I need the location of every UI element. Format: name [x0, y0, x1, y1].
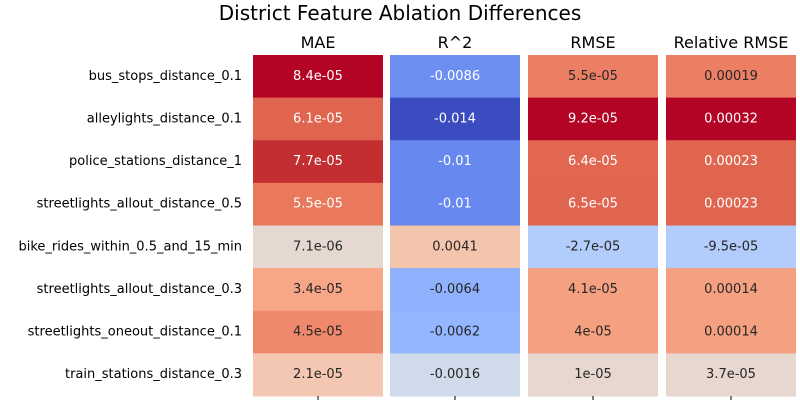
heatmap-cell	[253, 353, 383, 397]
cell-value-label: 6.4e-05	[568, 154, 618, 169]
heatmap-cell	[666, 55, 796, 99]
heatmap-cell	[528, 310, 658, 354]
cell-value-label: 8.4e-05	[293, 69, 343, 84]
cell-value-label: -0.01	[438, 197, 472, 212]
cell-value-label: 0.00019	[704, 69, 758, 84]
cell-value-label: 0.00023	[704, 154, 758, 169]
heatmap-cell	[528, 268, 658, 312]
heatmap-cell	[253, 55, 383, 99]
heatmap-cell	[253, 268, 383, 312]
heatmap-cell	[528, 225, 658, 269]
heatmap-cell	[253, 310, 383, 354]
cell-value-label: 4e-05	[574, 325, 612, 340]
column-label: R^2	[438, 33, 473, 52]
heatmap-cell	[253, 182, 383, 226]
cell-value-label: 7.1e-06	[293, 239, 343, 254]
column-label: MAE	[301, 33, 336, 52]
column-label: Relative RMSE	[674, 33, 789, 52]
cell-value-label: 3.4e-05	[293, 282, 343, 297]
cell-value-label: 0.00014	[704, 325, 758, 340]
cell-value-label: -0.014	[434, 111, 476, 126]
column-label: RMSE	[570, 33, 615, 52]
heatmap-cell	[528, 55, 658, 99]
heatmap-cell	[528, 353, 658, 397]
column-labels: MAE R^2 RMSE Relative RMSE	[301, 33, 789, 52]
cell-value-label: 6.1e-05	[293, 111, 343, 126]
chart-title: District Feature Ablation Differences	[219, 1, 582, 25]
cell-value-label: 4.5e-05	[293, 325, 343, 340]
axis-ticks	[317, 396, 732, 400]
cell-value-label: 4.1e-05	[568, 282, 618, 297]
heatmap-cell	[666, 310, 796, 354]
row-label: streetlights_allout_distance_0.5	[37, 197, 242, 212]
heatmap-cell	[390, 225, 520, 269]
heatmap-cell	[666, 97, 796, 141]
heatmap-cell	[390, 140, 520, 184]
cell-value-label: -0.0086	[430, 69, 480, 84]
cell-value-label: 0.00023	[704, 197, 758, 212]
heatmap-cell	[253, 225, 383, 269]
row-label: alleylights_distance_0.1	[87, 111, 242, 126]
row-label: train_stations_distance_0.3	[65, 367, 242, 382]
heatmap-cell	[528, 97, 658, 141]
cell-value-label: -2.7e-05	[566, 239, 621, 254]
heatmap-cell	[390, 310, 520, 354]
cell-value-label: -0.01	[438, 154, 472, 169]
cell-value-label: 0.00032	[704, 111, 758, 126]
heatmap-cell	[390, 55, 520, 99]
cell-value-label: -0.0016	[430, 367, 480, 382]
row-label: police_stations_distance_1	[69, 154, 242, 169]
cell-value-label: 9.2e-05	[568, 111, 618, 126]
heatmap-cell	[528, 140, 658, 184]
heatmap-cell	[666, 182, 796, 226]
row-labels: bus_stops_distance_0.1 alleylights_distan…	[18, 69, 242, 382]
cell-value-label: -9.5e-05	[704, 239, 759, 254]
heatmap-cell	[390, 97, 520, 141]
heatmap-cell	[666, 268, 796, 312]
cell-value-label: 0.00014	[704, 282, 758, 297]
heatmap-cells: 8.4e-05 6.1e-05 7.7e-05 5.5e-05 7.1e-06 3.4e-…	[253, 55, 796, 397]
heatmap-cell	[666, 140, 796, 184]
cell-value-label: -0.0062	[430, 325, 480, 340]
cell-value-label: 1e-05	[574, 367, 612, 382]
row-label: streetlights_allout_distance_0.3	[37, 282, 242, 297]
row-label: bus_stops_distance_0.1	[89, 69, 242, 84]
row-label: bike_rides_within_0.5_and_15_min	[18, 239, 242, 254]
cell-value-label: 3.7e-05	[706, 367, 756, 382]
heatmap-cell	[390, 353, 520, 397]
cell-value-label: 2.1e-05	[293, 367, 343, 382]
heatmap-cell	[253, 140, 383, 184]
cell-value-label: 6.5e-05	[568, 197, 618, 212]
cell-value-label: 0.0041	[432, 239, 478, 254]
heatmap-cell	[390, 268, 520, 312]
cell-value-label: 7.7e-05	[293, 154, 343, 169]
heatmap-cell	[528, 182, 658, 226]
row-label: streetlights_oneout_distance_0.1	[28, 325, 242, 340]
heatmap-cell	[390, 182, 520, 226]
heatmap-cell	[666, 225, 796, 269]
heatmap-cell	[253, 97, 383, 141]
cell-value-label: 5.5e-05	[293, 197, 343, 212]
cell-value-label: -0.0064	[430, 282, 480, 297]
heatmap-cell	[666, 353, 796, 397]
cell-value-label: 5.5e-05	[568, 69, 618, 84]
